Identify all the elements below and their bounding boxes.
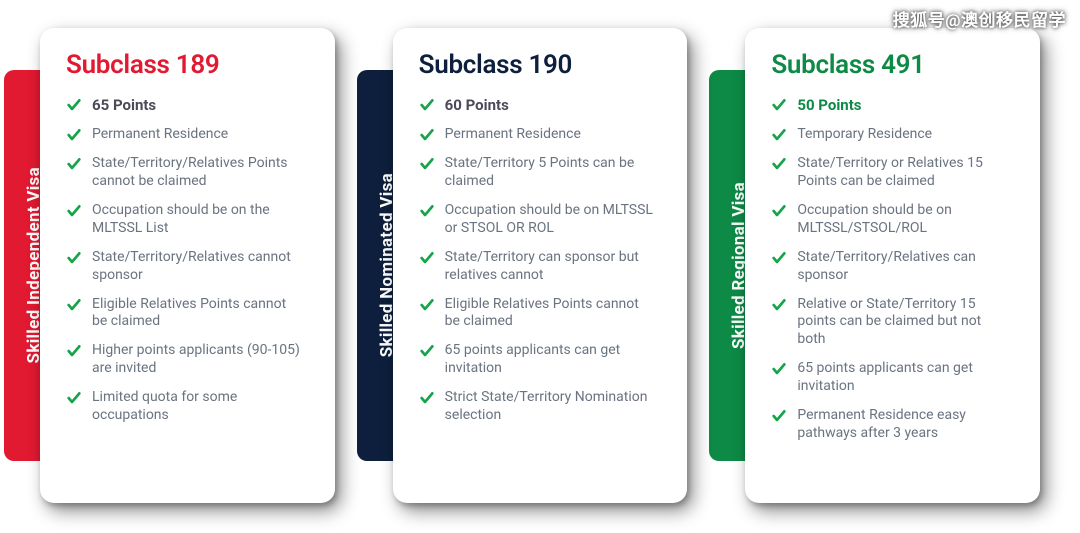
check-icon [771, 361, 787, 377]
points-text: 60 Points [445, 96, 509, 115]
check-icon [66, 250, 82, 266]
feature-text: Occupation should be on MLTSSL or STSOL … [445, 202, 655, 238]
card-190: Subclass 190 60 Points Permanent Residenc… [393, 28, 688, 503]
list-item: State/Territory 5 Points can be claimed [419, 155, 668, 191]
feature-text: Strict State/Territory Nomination select… [445, 389, 655, 425]
list-item: Higher points applicants (90-105) are in… [66, 342, 315, 378]
check-icon [66, 297, 82, 313]
feature-list: 60 Points Permanent Residence State/Territ… [419, 96, 668, 425]
check-icon [419, 97, 435, 113]
feature-text: Higher points applicants (90-105) are in… [92, 342, 302, 378]
list-item: Strict State/Territory Nomination select… [419, 389, 668, 425]
feature-text: Permanent Residence [445, 126, 581, 144]
points-text: 65 Points [92, 96, 156, 115]
check-icon [66, 343, 82, 359]
card-unit-491: Skilled Regional Visa Subclass 491 50 Po… [745, 28, 1040, 503]
check-icon [66, 97, 82, 113]
feature-text: State/Territory or Relatives 15 Points c… [797, 155, 1007, 191]
feature-text: State/Territory 5 Points can be claimed [445, 155, 655, 191]
feature-text: Occupation should be on the MLTSSL List [92, 202, 302, 238]
feature-text: State/Territory/Relatives Points cannot … [92, 155, 302, 191]
feature-text: Relative or State/Territory 15 points ca… [797, 296, 1007, 350]
feature-text: Eligible Relatives Points cannot be clai… [445, 296, 655, 332]
check-icon [419, 127, 435, 143]
list-item: Permanent Residence easy pathways after … [771, 407, 1020, 443]
check-icon [771, 250, 787, 266]
card-title: Subclass 189 [66, 50, 315, 80]
cards-row: Skilled Independent Visa Subclass 189 65… [0, 0, 1080, 533]
feature-text: Temporary Residence [797, 126, 932, 144]
list-item: Occupation should be on the MLTSSL List [66, 202, 315, 238]
feature-text: State/Territory/Relatives can sponsor [797, 249, 1007, 285]
check-icon [419, 343, 435, 359]
list-item-points: 60 Points [419, 96, 668, 115]
list-item: Relative or State/Territory 15 points ca… [771, 296, 1020, 350]
list-item: Occupation should be on MLTSSL/STSOL/ROL [771, 202, 1020, 238]
feature-text: 65 points applicants can get invitation [797, 360, 1007, 396]
check-icon [419, 297, 435, 313]
check-icon [419, 203, 435, 219]
list-item: State/Territory can sponsor but relative… [419, 249, 668, 285]
feature-text: State/Territory can sponsor but relative… [445, 249, 655, 285]
points-text: 50 Points [797, 96, 861, 115]
list-item: State/Territory or Relatives 15 Points c… [771, 155, 1020, 191]
list-item: State/Territory/Relatives can sponsor [771, 249, 1020, 285]
feature-text: Eligible Relatives Points cannot be clai… [92, 296, 302, 332]
feature-text: Occupation should be on MLTSSL/STSOL/ROL [797, 202, 1007, 238]
list-item: Limited quota for some occupations [66, 389, 315, 425]
watermark-text: 搜狐号@澳创移民留学 [893, 6, 1066, 31]
list-item: Permanent Residence [419, 126, 668, 144]
list-item: Permanent Residence [66, 126, 315, 144]
list-item: Temporary Residence [771, 126, 1020, 144]
feature-text: 65 points applicants can get invitation [445, 342, 655, 378]
feature-text: State/Territory/Relatives cannot sponsor [92, 249, 302, 285]
card-title: Subclass 190 [419, 50, 668, 80]
check-icon [66, 156, 82, 172]
feature-text: Permanent Residence [92, 126, 228, 144]
list-item: State/Territory/Relatives Points cannot … [66, 155, 315, 191]
list-item: Occupation should be on MLTSSL or STSOL … [419, 202, 668, 238]
check-icon [771, 297, 787, 313]
card-unit-189: Skilled Independent Visa Subclass 189 65… [40, 28, 335, 503]
card-491: Subclass 491 50 Points Temporary Residenc… [745, 28, 1040, 503]
check-icon [771, 156, 787, 172]
check-icon [66, 390, 82, 406]
check-icon [771, 127, 787, 143]
check-icon [66, 203, 82, 219]
check-icon [771, 408, 787, 424]
feature-list: 50 Points Temporary Residence State/Territ… [771, 96, 1020, 443]
feature-list: 65 Points Permanent Residence State/Territ… [66, 96, 315, 425]
card-unit-190: Skilled Nominated Visa Subclass 190 60 P… [393, 28, 688, 503]
list-item: 65 points applicants can get invitation [419, 342, 668, 378]
list-item-points: 65 Points [66, 96, 315, 115]
check-icon [419, 390, 435, 406]
list-item-points: 50 Points [771, 96, 1020, 115]
feature-text: Permanent Residence easy pathways after … [797, 407, 1007, 443]
check-icon [771, 203, 787, 219]
list-item: State/Territory/Relatives cannot sponsor [66, 249, 315, 285]
check-icon [66, 127, 82, 143]
check-icon [419, 156, 435, 172]
list-item: 65 points applicants can get invitation [771, 360, 1020, 396]
feature-text: Limited quota for some occupations [92, 389, 302, 425]
check-icon [771, 97, 787, 113]
list-item: Eligible Relatives Points cannot be clai… [66, 296, 315, 332]
card-189: Subclass 189 65 Points Permanent Residenc… [40, 28, 335, 503]
check-icon [419, 250, 435, 266]
card-title: Subclass 491 [771, 50, 1020, 80]
list-item: Eligible Relatives Points cannot be clai… [419, 296, 668, 332]
